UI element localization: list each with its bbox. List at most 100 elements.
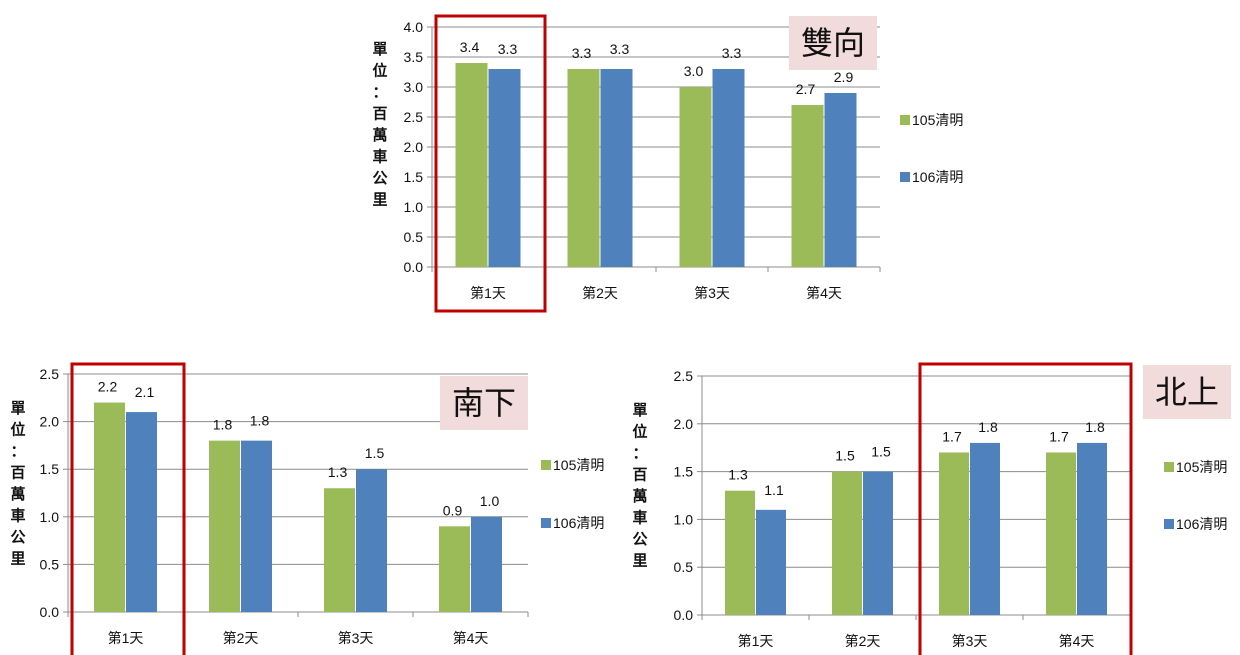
y-tick-label: 2.5 xyxy=(40,366,60,382)
bar-105-2 xyxy=(209,440,240,612)
legend-swatch-106 xyxy=(1164,519,1174,529)
y-tick-label: 2.5 xyxy=(674,368,694,384)
y-tick-label: 0.5 xyxy=(404,229,424,245)
chart-both: 0.0 0.5 1.0 1.5 2.0 2.5 3.0 3.5 4.0 3.4 3.3 第1天 3.3 3… xyxy=(372,14,963,313)
chart-title: 北上 xyxy=(1155,374,1219,410)
data-label: 2.1 xyxy=(135,384,155,400)
bar-105-1 xyxy=(725,490,755,615)
bar-106-4 xyxy=(1077,442,1107,615)
x-category-label: 第3天 xyxy=(694,285,730,301)
title-tag-bg xyxy=(789,16,877,70)
bar-105-4 xyxy=(1046,452,1076,615)
data-label: 3.0 xyxy=(684,63,704,79)
data-label: 3.3 xyxy=(610,41,630,57)
bar-106-2 xyxy=(863,471,893,615)
y-tick-label: 4.0 xyxy=(404,19,424,35)
data-label: 3.3 xyxy=(572,45,592,61)
highlight-frame xyxy=(434,14,547,313)
y-tick-label: 1.5 xyxy=(404,169,424,185)
legend-swatch-106 xyxy=(541,518,551,528)
y-tick-label: 0.0 xyxy=(40,604,60,620)
bar-106-1 xyxy=(488,69,521,267)
data-label: 1.8 xyxy=(1085,419,1105,435)
y-tick-label: 1.0 xyxy=(674,511,694,527)
bar-106-4 xyxy=(824,93,857,267)
highlight-frame xyxy=(70,362,186,655)
x-category-label: 第2天 xyxy=(223,630,259,646)
legend-swatch-106 xyxy=(900,172,910,182)
x-category-label: 第4天 xyxy=(806,285,842,301)
x-category-label: 第4天 xyxy=(1059,633,1095,649)
data-label: 2.7 xyxy=(796,81,816,97)
data-label: 1.7 xyxy=(1049,428,1069,444)
y-tick-label: 0.0 xyxy=(404,259,424,275)
legend-swatch-105 xyxy=(541,460,551,470)
y-tick-label: 2.0 xyxy=(674,416,694,432)
data-label: 1.3 xyxy=(728,467,748,483)
y-tick-label: 2.5 xyxy=(404,109,424,125)
bar-106-2 xyxy=(600,69,633,267)
x-category-label: 第1天 xyxy=(470,285,506,301)
highlight-frame xyxy=(918,362,1133,655)
y-tick-label: 1.0 xyxy=(40,509,60,525)
bar-105-4 xyxy=(791,105,824,267)
legend-label: 106清明 xyxy=(553,515,604,531)
legend-label: 105清明 xyxy=(553,457,604,473)
x-category-label: 第2天 xyxy=(582,285,618,301)
data-label: 1.5 xyxy=(835,448,855,464)
bar-105-1 xyxy=(94,402,125,612)
y-axis-label: 單位：百萬車公里 xyxy=(10,400,25,568)
y-tick-label: 2.0 xyxy=(404,139,424,155)
y-tick-label: 1.0 xyxy=(404,199,424,215)
y-tick-label: 2.0 xyxy=(40,414,60,430)
data-label: 1.7 xyxy=(942,428,962,444)
bar-105-2 xyxy=(832,471,862,615)
bar-106-4 xyxy=(471,516,502,612)
data-label: 2.2 xyxy=(98,379,118,395)
x-category-label: 第1天 xyxy=(108,630,144,646)
data-label: 3.3 xyxy=(722,45,742,61)
y-tick-label: 1.5 xyxy=(40,461,60,477)
bar-106-1 xyxy=(756,509,786,615)
data-label: 3.4 xyxy=(460,39,480,55)
bar-106-3 xyxy=(356,469,387,612)
data-label: 1.8 xyxy=(978,419,998,435)
data-label: 1.8 xyxy=(250,413,270,429)
x-category-label: 第3天 xyxy=(338,630,374,646)
data-label: 1.3 xyxy=(328,464,348,480)
x-category-label: 第4天 xyxy=(453,630,489,646)
legend-label: 105清明 xyxy=(912,112,963,128)
data-label: 1.0 xyxy=(480,493,500,509)
bar-105-3 xyxy=(324,488,355,612)
legend-label: 106清明 xyxy=(1176,516,1227,532)
bar-105-4 xyxy=(439,526,470,612)
legend-swatch-105 xyxy=(1164,462,1174,472)
data-label: 1.5 xyxy=(871,444,891,460)
bar-106-3 xyxy=(970,442,1000,615)
data-label: 1.8 xyxy=(213,417,233,433)
y-axis-label: 單位：百萬車公里 xyxy=(632,402,647,570)
legend-swatch-105 xyxy=(900,115,910,125)
y-tick-label: 3.0 xyxy=(404,79,424,95)
bar-105-3 xyxy=(939,452,969,615)
chart-south: 0.0 0.5 1.0 1.5 2.0 2.5 2.2 2.1 第1天 1.8 1.8 第2天 1.3 1… xyxy=(10,362,604,655)
y-axis-label: 單位：百萬車公里 xyxy=(372,41,387,209)
y-tick-label: 0.5 xyxy=(40,556,60,572)
chart-title: 雙向 xyxy=(801,25,865,61)
data-label: 3.3 xyxy=(498,41,518,57)
bar-105-2 xyxy=(567,69,600,267)
data-label: 1.1 xyxy=(764,482,784,498)
bar-105-3 xyxy=(679,87,712,267)
y-tick-label: 0.5 xyxy=(674,559,694,575)
bar-106-3 xyxy=(712,69,745,267)
title-tag-bg xyxy=(440,376,528,430)
title-tag-bg xyxy=(1143,365,1231,419)
y-tick-label: 0.0 xyxy=(674,607,694,623)
x-category-label: 第3天 xyxy=(952,633,988,649)
bar-105-1 xyxy=(455,63,488,267)
data-label: 2.9 xyxy=(834,69,854,85)
legend-label: 105清明 xyxy=(1176,459,1227,475)
data-label: 0.9 xyxy=(443,502,463,518)
bar-106-1 xyxy=(126,412,157,612)
